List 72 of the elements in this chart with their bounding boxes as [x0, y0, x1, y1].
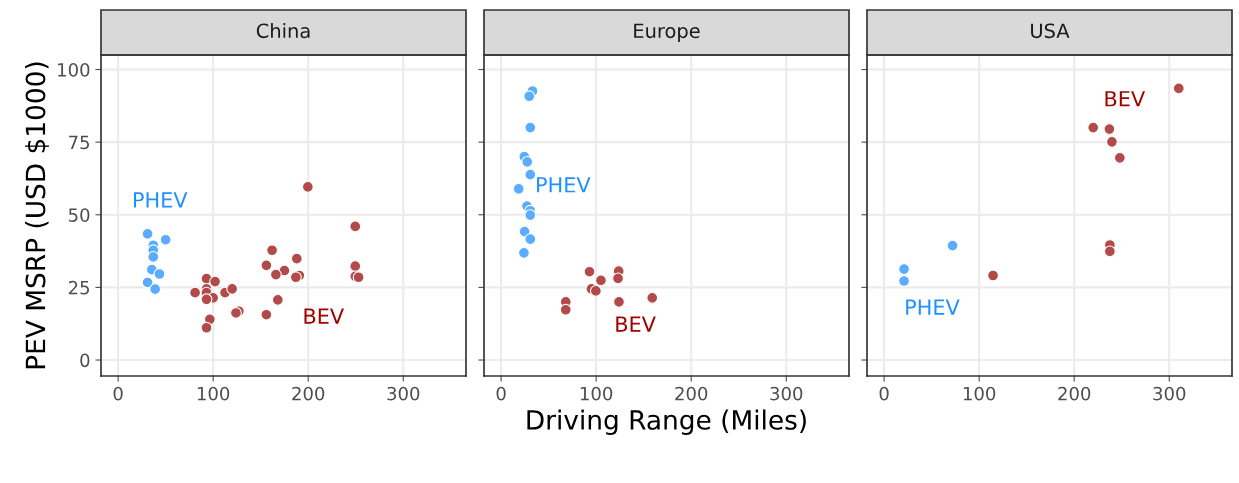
point [269, 268, 282, 281]
point [141, 228, 154, 240]
point [594, 274, 607, 287]
point [141, 276, 154, 289]
y-tick-label: 25 [68, 280, 90, 295]
point [200, 321, 213, 334]
point [1103, 245, 1116, 258]
x-tick-label: 0 [879, 386, 889, 401]
point [524, 168, 537, 181]
point [946, 239, 959, 252]
y-tick-label: 75 [69, 135, 90, 150]
point [1087, 121, 1100, 134]
chart-title: USA [1031, 23, 1070, 39]
x-tick-label: 100 [963, 386, 996, 401]
x-tick-label: 100 [580, 386, 613, 401]
x-tick-label: 300 [770, 386, 803, 401]
x-tick-label: 200 [1058, 386, 1091, 401]
point [271, 293, 284, 306]
point [583, 265, 596, 278]
point [147, 250, 160, 263]
y-tick-label: 50 [69, 208, 90, 222]
y-axis-title: PEV MSRP (USD $1000) [25, 62, 49, 369]
series-label: PHEV [133, 192, 188, 208]
point [589, 284, 602, 297]
point [524, 209, 537, 221]
point [1172, 82, 1185, 95]
series-label: BEV [616, 316, 656, 332]
point [349, 220, 362, 233]
point [524, 121, 537, 134]
series-label: BEV [304, 308, 344, 324]
point [260, 259, 273, 272]
point [260, 308, 273, 321]
point [209, 275, 221, 288]
point [898, 275, 911, 287]
chart-title: Europe [634, 23, 700, 42]
point [612, 272, 624, 285]
point [290, 252, 303, 265]
chart-title: China [256, 23, 310, 39]
x-tick-label: 100 [197, 386, 230, 401]
y-tick-label: 0 [80, 353, 90, 368]
point [149, 283, 162, 296]
point [524, 233, 537, 246]
x-tick-label: 300 [1153, 386, 1186, 401]
point [200, 293, 213, 306]
point [646, 291, 659, 304]
y-tick-label: 100 [58, 62, 90, 77]
series-label: PHEV [537, 177, 591, 193]
series-label: BEV [1105, 91, 1145, 107]
point [1113, 151, 1126, 164]
point [1103, 123, 1116, 136]
point [289, 271, 302, 284]
point [512, 182, 525, 195]
point [266, 244, 279, 257]
point [226, 282, 239, 295]
point [301, 180, 314, 193]
point [613, 295, 625, 308]
point [523, 90, 536, 103]
x-tick-label: 0 [113, 386, 123, 401]
x-tick-label: 200 [292, 386, 325, 401]
x-axis-title: Driving Range (Miles) [527, 409, 806, 435]
point [189, 286, 202, 299]
point [898, 263, 911, 276]
x-tick-label: 0 [496, 386, 506, 401]
x-tick-label: 300 [387, 386, 420, 401]
x-tick-label: 200 [675, 386, 708, 401]
series-label: PHEV [906, 299, 960, 315]
point [559, 303, 572, 316]
point [521, 155, 534, 168]
point [1106, 135, 1118, 148]
point [153, 268, 166, 280]
point [987, 269, 999, 282]
point [517, 246, 530, 259]
